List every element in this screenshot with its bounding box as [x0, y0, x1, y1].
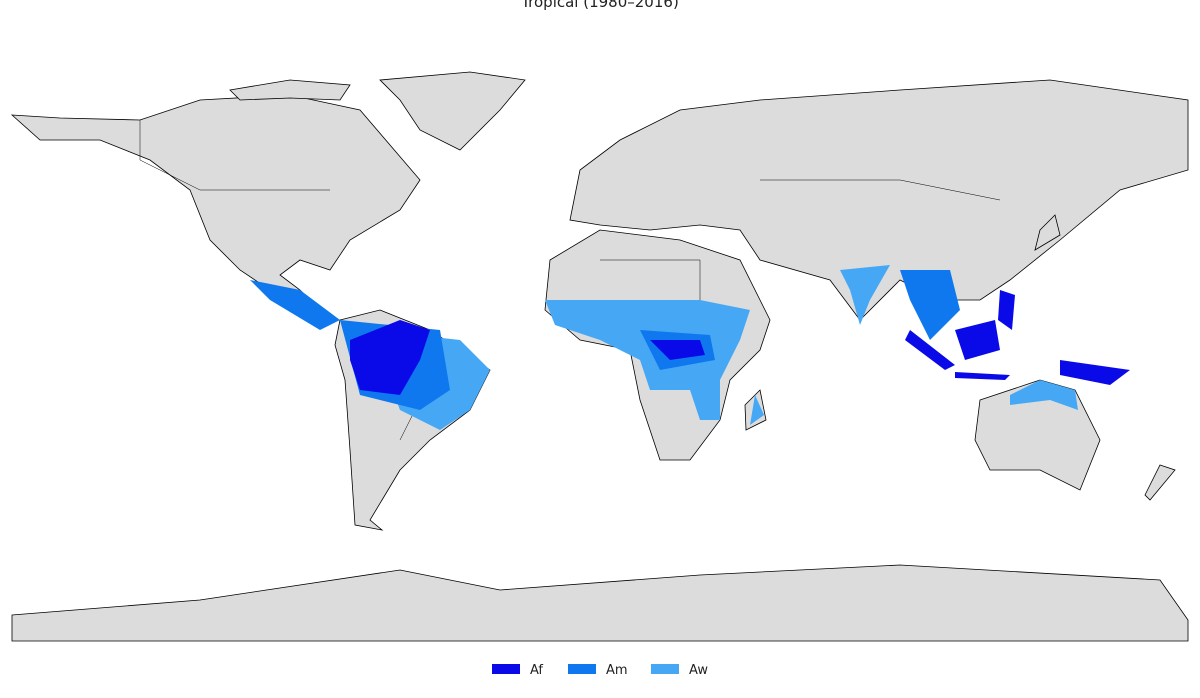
- am-zone: [900, 270, 960, 340]
- greenland: [379, 71, 526, 151]
- af-zone: [350, 320, 430, 395]
- aw-zone: [840, 265, 890, 325]
- am-zone: [250, 280, 340, 330]
- eurasia: [569, 79, 1189, 321]
- legend-label: Am: [606, 663, 628, 678]
- legend-label: Af: [530, 663, 543, 678]
- af-zone: [1060, 360, 1130, 385]
- legend-swatch: [492, 664, 520, 674]
- border: [600, 259, 701, 300]
- aw-zone: [750, 395, 764, 425]
- antarctica: [11, 564, 1189, 642]
- af-zone: [998, 290, 1015, 330]
- af-zone: [650, 340, 705, 360]
- japan: [1034, 214, 1061, 251]
- af-zone: [905, 330, 955, 370]
- aw-zone: [545, 300, 750, 420]
- af-zone: [955, 372, 1010, 380]
- legend-swatch: [651, 664, 679, 674]
- af-zone: [955, 320, 1000, 360]
- land: [10, 71, 1189, 642]
- border: [139, 120, 330, 191]
- north-america: [10, 94, 421, 321]
- legend-swatch: [568, 664, 596, 674]
- arctic-islands: [229, 79, 351, 101]
- border: [760, 179, 1001, 201]
- aw-zone: [1010, 380, 1078, 410]
- climate-zones: [250, 265, 1130, 430]
- map-title: Tropical (1980–2016): [520, 0, 679, 11]
- legend: Af Am Aw: [492, 663, 708, 678]
- new-zealand: [1144, 464, 1176, 501]
- legend-label: Aw: [689, 663, 708, 678]
